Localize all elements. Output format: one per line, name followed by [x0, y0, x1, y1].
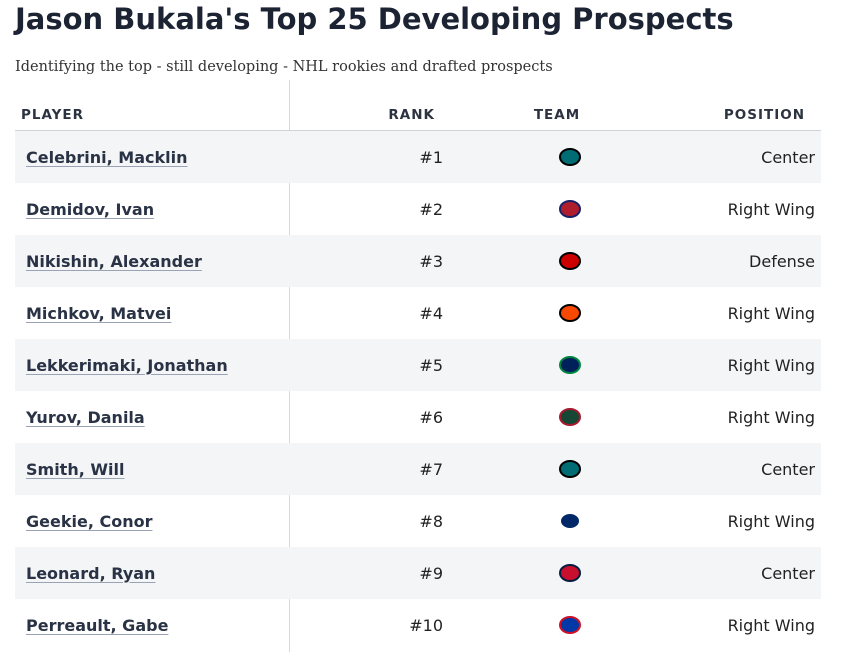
rank-cell: #3 — [419, 251, 443, 271]
player-link[interactable]: Geekie, Conor — [26, 511, 153, 531]
team-cell — [555, 339, 585, 391]
team-logo — [559, 408, 581, 426]
rank-cell: #1 — [419, 147, 443, 167]
team-logo — [559, 252, 581, 270]
player-link[interactable]: Lekkerimaki, Jonathan — [26, 355, 228, 375]
team-cell — [555, 547, 585, 599]
player-cell: Celebrini, Macklin — [26, 131, 187, 183]
player-link[interactable]: Leonard, Ryan — [26, 563, 156, 583]
position-cell: Right Wing — [727, 615, 815, 635]
position-cell: Defense — [749, 251, 815, 271]
player-link[interactable]: Celebrini, Macklin — [26, 147, 188, 167]
position-cell: Right Wing — [727, 407, 815, 427]
player-cell: Lekkerimaki, Jonathan — [26, 339, 228, 391]
player-link[interactable]: Michkov, Matvei — [26, 303, 172, 323]
column-header: PLAYER — [21, 107, 85, 123]
rank-cell: #6 — [419, 407, 443, 427]
prospects-table: PLAYER RANK TEAM POSITION Celebrini, Mac… — [15, 100, 821, 651]
player-link[interactable]: Yurov, Danila — [26, 407, 145, 427]
rank-cell: #7 — [419, 459, 443, 479]
team-cell — [555, 235, 585, 287]
team-cell — [555, 287, 585, 339]
player-link[interactable]: Perreault, Gabe — [26, 615, 169, 635]
position-cell: Center — [761, 563, 815, 583]
column-header: POSITION — [723, 107, 805, 123]
table-row: Perreault, Gabe #10 Right Wing — [15, 599, 821, 651]
player-cell: Michkov, Matvei — [26, 287, 171, 339]
page-title: Jason Bukala's Top 25 Developing Prospec… — [15, 2, 734, 36]
team-logo — [559, 460, 581, 478]
rank-cell: #5 — [419, 355, 443, 375]
team-cell — [555, 443, 585, 495]
table-row: Smith, Will #7 Center — [15, 443, 821, 495]
player-link[interactable]: Smith, Will — [26, 459, 125, 479]
column-header: RANK — [388, 107, 435, 123]
table-row: Yurov, Danila #6 Right Wing — [15, 391, 821, 443]
player-cell: Smith, Will — [26, 443, 124, 495]
page-subtitle: Identifying the top - still developing -… — [15, 59, 553, 75]
team-logo — [559, 148, 581, 166]
team-logo — [559, 512, 581, 530]
player-cell: Geekie, Conor — [26, 495, 152, 547]
table-row: Geekie, Conor #8 Right Wing — [15, 495, 821, 547]
player-cell: Perreault, Gabe — [26, 599, 168, 651]
rank-cell: #2 — [419, 199, 443, 219]
column-header: TEAM — [533, 107, 581, 123]
rank-cell: #4 — [419, 303, 443, 323]
player-cell: Yurov, Danila — [26, 391, 145, 443]
rank-cell: #10 — [409, 615, 443, 635]
table-row: Celebrini, Macklin #1 Center — [15, 131, 821, 183]
team-cell — [555, 131, 585, 183]
team-logo — [559, 616, 581, 634]
player-cell: Leonard, Ryan — [26, 547, 155, 599]
table-row: Lekkerimaki, Jonathan #5 Right Wing — [15, 339, 821, 391]
position-cell: Right Wing — [727, 355, 815, 375]
team-cell — [555, 495, 585, 547]
team-cell — [555, 391, 585, 443]
team-logo — [559, 200, 581, 218]
table-row: Michkov, Matvei #4 Right Wing — [15, 287, 821, 339]
position-cell: Right Wing — [727, 511, 815, 531]
team-logo — [559, 564, 581, 582]
team-cell — [555, 183, 585, 235]
player-link[interactable]: Demidov, Ivan — [26, 199, 155, 219]
team-cell — [555, 599, 585, 651]
table-row: Nikishin, Alexander #3 Defense — [15, 235, 821, 287]
player-cell: Nikishin, Alexander — [26, 235, 202, 287]
rank-cell: #9 — [419, 563, 443, 583]
position-cell: Center — [761, 147, 815, 167]
position-cell: Right Wing — [727, 199, 815, 219]
team-logo — [559, 304, 581, 322]
position-cell: Right Wing — [727, 303, 815, 323]
team-logo — [559, 356, 581, 374]
table-header: PLAYER RANK TEAM POSITION — [15, 100, 821, 131]
table-row: Leonard, Ryan #9 Center — [15, 547, 821, 599]
rank-cell: #8 — [419, 511, 443, 531]
table-row: Demidov, Ivan #2 Right Wing — [15, 183, 821, 235]
player-cell: Demidov, Ivan — [26, 183, 154, 235]
position-cell: Center — [761, 459, 815, 479]
player-link[interactable]: Nikishin, Alexander — [26, 251, 202, 271]
